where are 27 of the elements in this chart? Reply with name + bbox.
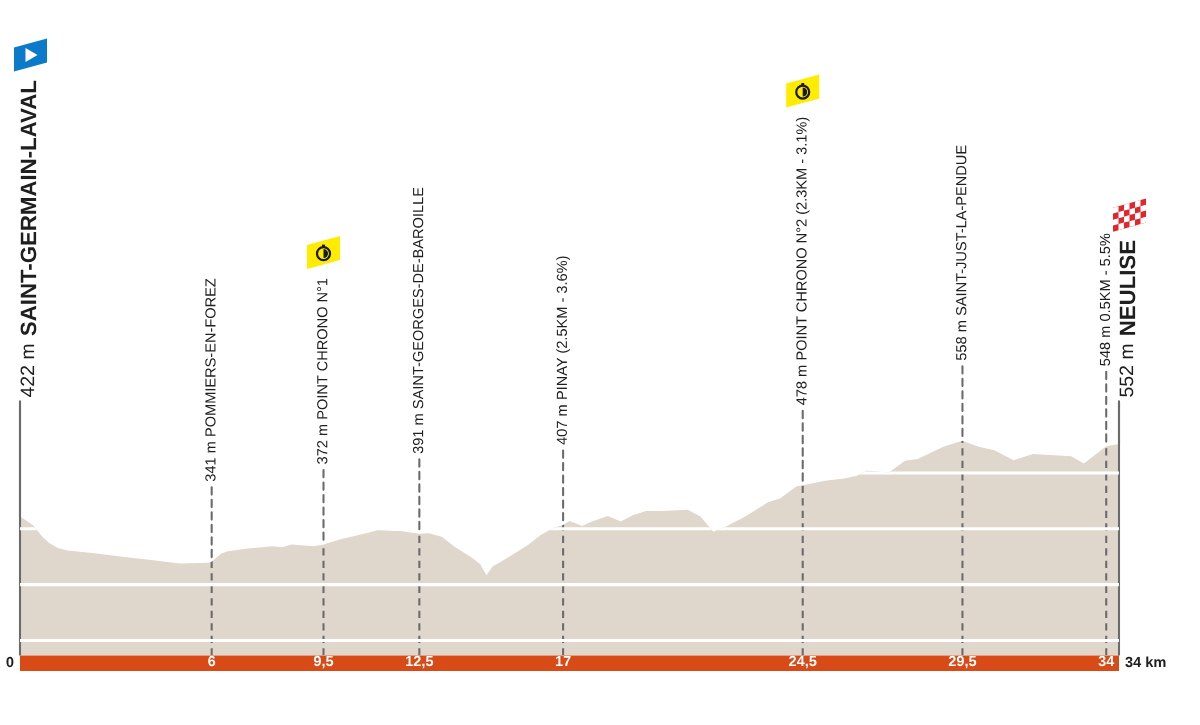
data-label: 341 m [205, 442, 216, 482]
x-tick-label: 17 [555, 656, 571, 667]
data-label: 391 m [412, 414, 424, 454]
data-label: 422 m [20, 344, 35, 398]
text: 0 [6, 656, 14, 668]
text: SAINT-JUST-LA-PENDUE [956, 145, 967, 316]
text: SAINT-GERMAIN-LAVAL [20, 80, 37, 336]
x-tick-label: 29,5 [948, 655, 977, 669]
text: 34 km [1125, 656, 1166, 668]
x-tick-label: 9,5 [313, 655, 334, 669]
data-label: 548 m [1099, 326, 1111, 366]
annotation: POMMIERS-EN-FOREZ [205, 278, 216, 436]
text: 0.5KM - 5.5% [1099, 233, 1111, 321]
text: PINAY (2.5KM - 3.6%) [556, 256, 570, 399]
data-label: 558 m [956, 321, 967, 361]
x-tick-label: 24,5 [789, 655, 817, 669]
text: POINT CHRONO N°2 (2.3KM - 3.1%) [795, 117, 810, 360]
annotation: POINT CHRONO N°1 [317, 278, 328, 419]
data-label: 407 m [556, 405, 568, 445]
x-tick-label: 12,5 [406, 655, 434, 669]
data-label: 478 m [796, 365, 807, 405]
x-tick-label: 34 [1098, 655, 1115, 667]
annotation: SAINT-GEORGES-DE-BAROILLE [412, 187, 424, 409]
data-label: 372 m [317, 424, 328, 464]
text: NEULISE [1119, 240, 1136, 335]
x-tick-label: 6 [208, 655, 216, 667]
data-label: 552 m [1119, 344, 1134, 397]
